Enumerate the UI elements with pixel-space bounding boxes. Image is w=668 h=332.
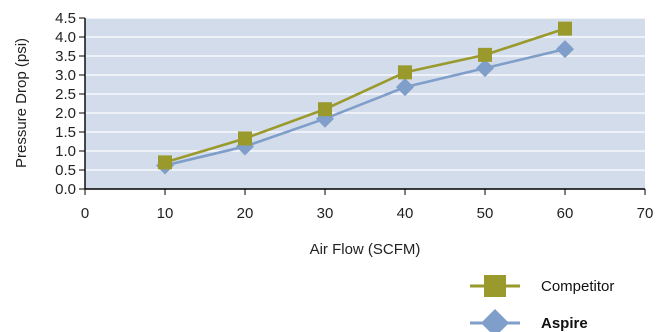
legend-item: Competitor <box>470 275 614 297</box>
y-tick-label: 0.5 <box>55 162 76 179</box>
x-tick-label: 0 <box>81 205 89 222</box>
data-point-square <box>398 65 412 80</box>
y-tick-label: 2.0 <box>55 105 76 122</box>
y-tick-label: 4.5 <box>55 10 76 27</box>
y-axis-title: Pressure Drop (psi) <box>13 38 30 168</box>
data-point-diamond <box>476 59 494 78</box>
legend-diamond-marker <box>481 309 509 332</box>
x-axis-title: Air Flow (SCFM) <box>310 241 421 258</box>
y-tick-label: 3.5 <box>55 48 76 65</box>
axes: 0.0 0.5 1.0 1.5 2.0 2.5 3.0 3.5 4.0 4.5 0 10 20 30 40 5… <box>55 10 653 222</box>
data-series <box>156 21 574 175</box>
x-tick-label: 70 <box>637 205 654 222</box>
x-tick-label: 50 <box>477 205 494 222</box>
legend-item: Aspire <box>470 309 588 332</box>
legend-label: Aspire <box>541 315 588 332</box>
legend: Competitor Aspire <box>470 275 614 332</box>
data-point-diamond <box>396 78 414 97</box>
x-tick-label: 30 <box>317 205 334 222</box>
y-tick-label: 1.5 <box>55 124 76 141</box>
grid-lines <box>85 17 645 171</box>
y-tick-label: 0.0 <box>55 181 76 198</box>
x-tick-label: 60 <box>557 205 574 222</box>
data-point-square <box>318 102 332 117</box>
legend-label: Competitor <box>541 278 614 295</box>
x-tick-label: 20 <box>237 205 254 222</box>
y-tick-label: 3.0 <box>55 67 76 84</box>
x-tick-label: 40 <box>397 205 414 222</box>
y-tick-label: 2.5 <box>55 86 76 103</box>
y-tick-label: 4.0 <box>55 29 76 46</box>
data-point-square <box>238 131 252 146</box>
data-point-square <box>478 47 492 62</box>
series-line <box>164 27 566 164</box>
series-competitor <box>158 21 572 170</box>
series-line <box>164 47 566 167</box>
data-point-square <box>558 21 572 36</box>
x-tick-label: 10 <box>157 205 174 222</box>
legend-square-marker <box>484 275 506 297</box>
y-tick-label: 1.0 <box>55 143 76 160</box>
data-point-square <box>158 155 172 170</box>
data-point-diamond <box>556 40 574 59</box>
